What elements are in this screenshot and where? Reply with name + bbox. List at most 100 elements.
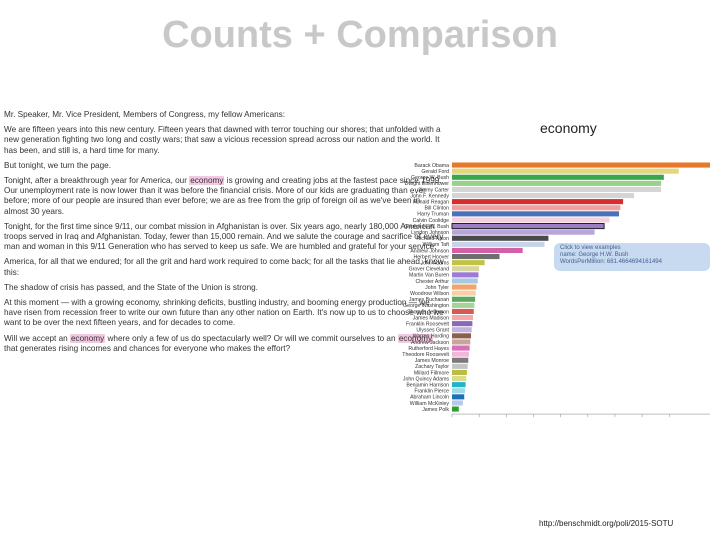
bar-label: Abraham Lincoln — [410, 395, 449, 401]
source-url[interactable]: http://benschmidt.org/poli/2015-SOTU — [539, 519, 674, 528]
bar-label: Theodore Roosevelt — [402, 352, 449, 358]
speech-paragraph: The shadow of crisis has passed, and the… — [4, 283, 444, 293]
highlighted-word[interactable]: economy — [189, 176, 225, 186]
speech-paragraph: We are fifteen years into this new centu… — [4, 125, 444, 156]
bar[interactable] — [452, 333, 472, 339]
bar-label: Harry Truman — [417, 212, 449, 218]
bar[interactable] — [452, 284, 477, 290]
bar-label: Andrew Jackson — [411, 340, 449, 346]
bar[interactable] — [452, 254, 500, 260]
bar[interactable] — [452, 357, 469, 363]
bar[interactable] — [452, 382, 466, 388]
speech-paragraph: But tonight, we turn the page. — [4, 161, 444, 171]
bar[interactable] — [452, 376, 467, 382]
bar[interactable] — [452, 321, 473, 327]
bar[interactable] — [452, 266, 480, 272]
bar-label: John F. Kennedy — [410, 193, 449, 199]
bar-label: James Monroe — [415, 358, 449, 364]
chart-tooltip[interactable]: Click to view examples name: George H.W.… — [554, 243, 710, 271]
highlighted-word[interactable]: economy — [397, 333, 434, 343]
screenshot-panel: Mr. Speaker, Mr. Vice President, Members… — [2, 110, 718, 428]
bar[interactable] — [452, 400, 463, 406]
speech-paragraph: At this moment — with a growing economy,… — [4, 298, 444, 329]
bar[interactable] — [452, 205, 621, 211]
bar[interactable] — [452, 180, 662, 186]
speech-segment: The shadow of crisis has passed, and the… — [4, 282, 258, 292]
speech-segment: that generates rising incomes and chance… — [4, 343, 291, 353]
speech-paragraph: Tonight, after a breakthrough year for A… — [4, 176, 444, 217]
bar-label: Andrew Johnson — [410, 248, 449, 254]
bar-label: George W. Bush — [411, 175, 449, 181]
tooltip-name: name: George H.W. Bush — [560, 252, 629, 258]
bar-label: Rutherford Hayes — [408, 346, 449, 352]
bar-label: Franklin Roosevelt — [406, 322, 450, 328]
bar-label: Barack Obama — [414, 163, 449, 169]
bar[interactable] — [452, 345, 470, 351]
bar-label: Chester Arthur — [416, 279, 450, 285]
bar[interactable] — [452, 327, 472, 333]
bar[interactable] — [451, 223, 605, 230]
tooltip-action[interactable]: Click to view examples — [560, 245, 621, 251]
speech-paragraph: Mr. Speaker, Mr. Vice President, Members… — [4, 110, 444, 120]
bar[interactable] — [452, 302, 475, 308]
bar-label: Bill Clinton — [424, 206, 449, 212]
bar-label: George H. W. Bush — [404, 224, 449, 230]
bar-label: Woodrow Wilson — [410, 291, 449, 297]
bar[interactable] — [452, 217, 610, 223]
speech-segment: is growing and creating jobs at the fast… — [4, 176, 442, 216]
bar[interactable] — [452, 296, 476, 302]
bar[interactable] — [452, 278, 478, 284]
chart-title: economy — [540, 120, 597, 136]
bar[interactable] — [452, 247, 523, 253]
bar[interactable] — [452, 339, 471, 345]
bar[interactable] — [452, 186, 662, 192]
bar[interactable] — [452, 199, 624, 205]
bar[interactable] — [452, 351, 469, 357]
speech-paragraph: Tonight, for the first time since 9/11, … — [4, 222, 444, 253]
bar[interactable] — [452, 369, 467, 375]
bar[interactable] — [452, 211, 620, 217]
bar-label: James Polk — [422, 407, 449, 413]
bar-label: Gerald Ford — [421, 169, 449, 175]
bar-label: Benjamin Harrison — [406, 383, 449, 389]
speech-segment: America, for all that we endured; for al… — [4, 257, 444, 277]
bar[interactable] — [452, 272, 479, 278]
bar[interactable] — [452, 290, 476, 296]
speech-segment: At this moment — with a growing economy,… — [4, 298, 444, 328]
bar[interactable] — [452, 168, 679, 174]
speech-text: Mr. Speaker, Mr. Vice President, Members… — [4, 110, 444, 359]
bar-label: Warren Harding — [413, 334, 450, 340]
bar-label: John Quincy Adams — [403, 376, 450, 382]
slide-title: Counts + Comparison — [162, 14, 558, 56]
bar[interactable] — [452, 394, 465, 400]
bar[interactable] — [452, 229, 595, 235]
speech-segment: where only a few of us do spectacularly … — [105, 333, 398, 343]
bar[interactable] — [452, 315, 474, 321]
speech-paragraph: America, for all that we endured; for al… — [4, 257, 444, 277]
bar-label: James Madison — [413, 315, 449, 321]
bar[interactable] — [452, 235, 549, 241]
bar-label: Ulysses Grant — [416, 328, 449, 334]
bar[interactable] — [452, 363, 468, 369]
bar-label: Richard Nixon — [416, 236, 449, 242]
tooltip-value: WordsPerMillion: 681.4664694161494 — [560, 259, 662, 265]
bar[interactable] — [452, 308, 474, 314]
bar-label: John Adams — [420, 261, 449, 267]
bar-label: Franklin Pierce — [414, 389, 449, 395]
bar-label: Martin Van Buren — [409, 273, 449, 279]
bar-label: William McKinley — [410, 401, 450, 407]
bar[interactable] — [452, 406, 459, 412]
speech-segment: But tonight, we turn the page. — [4, 160, 111, 170]
bar[interactable] — [452, 174, 664, 180]
highlighted-word[interactable]: economy — [69, 333, 106, 343]
bar[interactable] — [452, 162, 710, 168]
bar-label: Jimmy Carter — [418, 187, 449, 193]
bar-label: William Taft — [423, 242, 450, 248]
bar-label: Grover Cleveland — [409, 267, 449, 273]
bar[interactable] — [452, 241, 545, 247]
bar[interactable] — [452, 193, 634, 199]
speech-segment: We are fifteen years into this new centu… — [4, 125, 441, 155]
bar[interactable] — [452, 260, 485, 266]
bar[interactable] — [452, 388, 465, 394]
